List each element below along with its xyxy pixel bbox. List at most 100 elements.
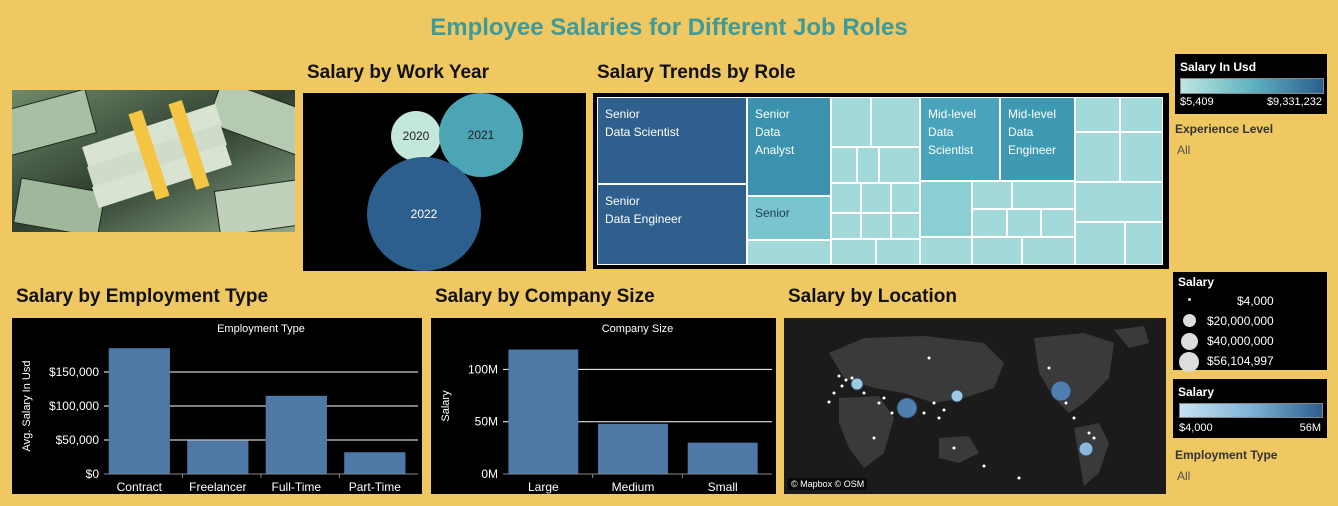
size-marker-4	[1179, 352, 1199, 372]
bubble-2021[interactable]	[439, 93, 523, 177]
map-attribution[interactable]: © Mapbox © OSM	[788, 478, 868, 490]
size-item-2: $20,000,000	[1207, 314, 1274, 328]
treemap-cell-small[interactable]	[1120, 132, 1163, 182]
treemap-cell-small[interactable]	[891, 183, 920, 213]
company-bar-medium[interactable]	[598, 423, 668, 474]
location-map[interactable]: © Mapbox © OSM	[784, 318, 1166, 494]
company-category-label: Medium	[612, 480, 655, 494]
company-category-label: Large	[528, 480, 559, 494]
experience-filter-label: Experience Level	[1175, 122, 1274, 136]
work-year-title: Salary by Work Year	[307, 62, 490, 83]
treemap-cell-senior-data-engineer[interactable]: Senior Data Engineer	[597, 184, 747, 265]
salary-size-legend-title: Salary	[1178, 275, 1215, 289]
location-title: Salary by Location	[788, 286, 957, 307]
employment-category-label: Freelancer	[189, 480, 246, 494]
dashboard-title: Employee Salaries for Different Job Role…	[430, 14, 908, 41]
treemap-cell-small[interactable]	[1007, 209, 1041, 237]
blue-color-ramp	[1179, 403, 1323, 418]
work-year-chart: 2020 2021 2022	[303, 93, 586, 271]
treemap-cell-small[interactable]	[972, 209, 1007, 237]
employment-chart: Employment Type $0 $50,000 $100,000 $150,000…	[12, 318, 422, 494]
company-bar-small[interactable]	[687, 442, 758, 474]
employment-category-label: Contract	[117, 480, 163, 494]
treemap-cell-small[interactable]	[879, 147, 920, 183]
employment-filter-value[interactable]: All	[1177, 469, 1191, 483]
treemap-cell-small[interactable]	[861, 183, 891, 213]
size-item-4: $56,104,997	[1207, 354, 1274, 368]
treemap-cell-senior-data-analyst[interactable]: Senior Data Analyst	[747, 97, 831, 196]
salary-usd-max: $9,331,232	[1266, 96, 1322, 108]
treemap-cell-small[interactable]	[831, 183, 861, 213]
company-header: Company Size	[602, 323, 674, 335]
employment-category-label: Part-Time	[349, 480, 402, 494]
employment-bar-freelancer[interactable]	[187, 440, 249, 474]
salary-size-legend: Salary $4,000 $20,000,000 $40,000,000 $5…	[1173, 272, 1327, 372]
treemap-cell-small[interactable]	[1075, 97, 1120, 132]
employment-bar-full-time[interactable]	[265, 395, 327, 474]
employment-ytick-label: $100,000	[49, 399, 99, 413]
employment-filter-label: Employment Type	[1175, 448, 1278, 462]
company-chart: Company Size 0M 50M 100M Salary Large Medium Sm…	[431, 318, 776, 494]
treemap-cell-small[interactable]	[972, 181, 1012, 209]
bubble-2022[interactable]	[367, 157, 481, 271]
employment-header: Employment Type	[217, 323, 305, 335]
bubble-label-2021: 2021	[468, 128, 495, 142]
treemap-cell-small[interactable]	[876, 239, 920, 265]
size-item-3: $40,000,000	[1207, 334, 1274, 348]
treemap-cell-small[interactable]	[831, 147, 857, 183]
treemap-cell-mid-level-data-scientist[interactable]: Mid-level Data Scientist	[920, 97, 1000, 181]
bubble-label-2020: 2020	[403, 129, 430, 143]
company-bar-large[interactable]	[508, 349, 579, 474]
treemap-cell-senior-data-scientist[interactable]: Senior Data Scientist	[597, 97, 747, 184]
bubble-2020[interactable]	[391, 111, 441, 161]
treemap-cell-small[interactable]	[831, 213, 861, 239]
salary-color-min: $4,000	[1179, 422, 1213, 434]
size-marker-1	[1188, 298, 1191, 301]
salary-color-legend-title: Salary	[1178, 385, 1215, 399]
employment-title: Salary by Employment Type	[16, 286, 269, 307]
treemap-cell-small[interactable]	[831, 239, 876, 265]
employment-category-label: Full-Time	[272, 480, 322, 494]
employment-ytick-label: $150,000	[49, 365, 99, 379]
treemap-cell-small[interactable]	[920, 237, 972, 265]
experience-filter-value[interactable]: All	[1177, 143, 1191, 157]
salary-usd-legend: Salary In Usd $5,409 $9,331,232	[1175, 54, 1327, 114]
treemap-cell-small[interactable]	[1120, 97, 1163, 132]
treemap-cell-small[interactable]	[1075, 222, 1125, 265]
treemap-cell-mid-level-data-engineer[interactable]: Mid-level Data Engineer	[1000, 97, 1075, 181]
treemap-cell-small[interactable]	[1125, 222, 1163, 265]
treemap-cell-small[interactable]	[1041, 209, 1075, 237]
treemap-cell-small[interactable]	[871, 97, 920, 147]
salary-usd-legend-title: Salary In Usd	[1180, 60, 1257, 74]
salary-color-max: 56M	[1299, 422, 1321, 434]
company-ytick-label: 0M	[481, 467, 498, 481]
treemap-cell-small[interactable]	[972, 237, 1022, 265]
treemap-cell-small[interactable]	[1075, 132, 1120, 182]
treemap-cell-small[interactable]	[831, 97, 871, 147]
role-treemap: Senior Data Scientist Senior Data Engine…	[593, 93, 1169, 269]
treemap-cell-small[interactable]	[1012, 181, 1075, 209]
size-marker-3	[1181, 333, 1198, 350]
treemap-cell-senior[interactable]: Senior	[747, 196, 831, 240]
treemap-cell-small[interactable]	[861, 213, 891, 239]
treemap-cell-small[interactable]	[747, 240, 831, 265]
money-stack-photo	[12, 90, 295, 232]
size-item-1: $4,000	[1237, 294, 1274, 308]
bubble-label-2022: 2022	[411, 207, 438, 221]
treemap-cell-small[interactable]	[1022, 237, 1075, 265]
employment-bar-contract[interactable]	[108, 348, 170, 474]
treemap-cell-small[interactable]	[1075, 182, 1163, 222]
salary-usd-min: $5,409	[1180, 96, 1214, 108]
size-marker-2	[1183, 314, 1196, 327]
company-title: Salary by Company Size	[435, 286, 655, 307]
treemap-cell-small[interactable]	[857, 147, 879, 183]
role-title: Salary Trends by Role	[597, 62, 796, 83]
employment-bar-part-time[interactable]	[344, 452, 406, 474]
employment-ylabel: Avg. Salary In Usd	[21, 361, 33, 452]
treemap-cell-small[interactable]	[891, 213, 920, 239]
company-ytick-label: 50M	[475, 415, 498, 429]
treemap-cell-small[interactable]	[920, 181, 972, 237]
employment-ytick-label: $50,000	[56, 433, 100, 447]
color-ramp	[1180, 78, 1324, 94]
company-category-label: Small	[708, 480, 738, 494]
